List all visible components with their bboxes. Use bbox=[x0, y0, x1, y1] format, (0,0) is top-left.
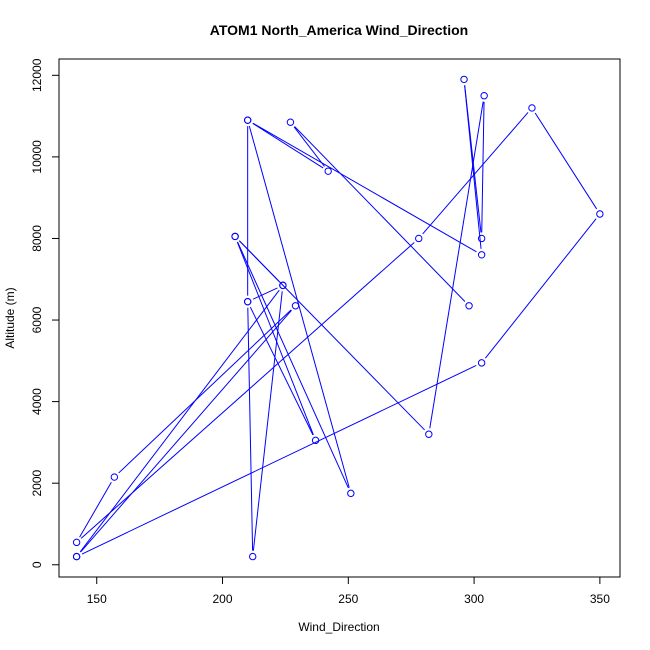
x-axis: 150 200 250 300 350 bbox=[87, 576, 610, 606]
y-axis: 0 2000 4000 6000 8000 10000 12000 bbox=[30, 58, 60, 568]
series-segment bbox=[248, 125, 350, 488]
y-tick-label: 6000 bbox=[30, 306, 44, 333]
series-segment bbox=[249, 306, 314, 436]
data-point bbox=[279, 281, 287, 290]
series-segment bbox=[481, 101, 485, 233]
x-tick-label: 200 bbox=[213, 592, 233, 606]
data-point bbox=[425, 430, 433, 438]
series-segment bbox=[252, 291, 283, 551]
y-tick-label: 2000 bbox=[30, 470, 44, 497]
y-tick-label: 4000 bbox=[30, 388, 44, 415]
series-segment bbox=[237, 241, 349, 489]
data-point bbox=[324, 167, 332, 175]
data-point bbox=[477, 359, 486, 367]
data-point bbox=[596, 210, 604, 218]
series-segment bbox=[252, 287, 278, 300]
y-tick-label: 8000 bbox=[30, 225, 44, 252]
y-tick-label: 12000 bbox=[30, 58, 44, 92]
series-segment bbox=[80, 242, 415, 539]
series-segment bbox=[79, 289, 280, 553]
series-segment bbox=[252, 122, 324, 169]
series-segment bbox=[79, 482, 112, 538]
data-point bbox=[110, 473, 119, 481]
chart-title: ATOM1 North_America Wind_Direction bbox=[210, 22, 468, 38]
series-segment bbox=[293, 126, 325, 167]
data-point bbox=[286, 118, 295, 126]
series-segment bbox=[118, 309, 292, 474]
series-segment bbox=[247, 307, 254, 551]
series-segment bbox=[422, 112, 529, 235]
x-tick-label: 250 bbox=[338, 592, 358, 606]
series-wind-direction bbox=[79, 85, 598, 555]
series-segment bbox=[534, 112, 598, 210]
data-points bbox=[72, 75, 604, 561]
data-point bbox=[477, 234, 486, 243]
x-tick-label: 350 bbox=[590, 592, 610, 606]
plot-frame bbox=[58, 58, 621, 578]
series-segment bbox=[252, 122, 477, 253]
data-point bbox=[480, 92, 488, 100]
data-point bbox=[72, 552, 81, 561]
x-tick-label: 300 bbox=[464, 592, 484, 606]
series-segment bbox=[81, 365, 477, 555]
data-point bbox=[460, 75, 468, 84]
data-point bbox=[291, 302, 300, 310]
series-segment bbox=[429, 101, 484, 429]
data-point bbox=[72, 538, 81, 547]
y-axis-label: Altitude (m) bbox=[3, 287, 17, 348]
x-tick-label: 150 bbox=[87, 592, 107, 606]
data-point bbox=[249, 552, 257, 561]
data-point bbox=[415, 234, 423, 243]
data-point bbox=[477, 251, 486, 259]
data-point bbox=[311, 436, 320, 445]
y-tick-label: 0 bbox=[30, 561, 44, 568]
series-segment bbox=[238, 240, 425, 431]
data-point bbox=[465, 302, 473, 310]
series-segment bbox=[236, 241, 314, 435]
series-segment bbox=[484, 218, 597, 359]
data-point bbox=[528, 104, 536, 112]
data-point bbox=[243, 297, 252, 306]
data-point bbox=[347, 489, 355, 498]
series-segment bbox=[294, 126, 466, 302]
data-point bbox=[231, 232, 239, 241]
y-tick-label: 10000 bbox=[30, 140, 44, 174]
series-segment bbox=[80, 309, 292, 553]
series-segment bbox=[464, 85, 482, 249]
x-axis-label: Wind_Direction bbox=[298, 620, 379, 634]
data-point bbox=[243, 116, 252, 124]
